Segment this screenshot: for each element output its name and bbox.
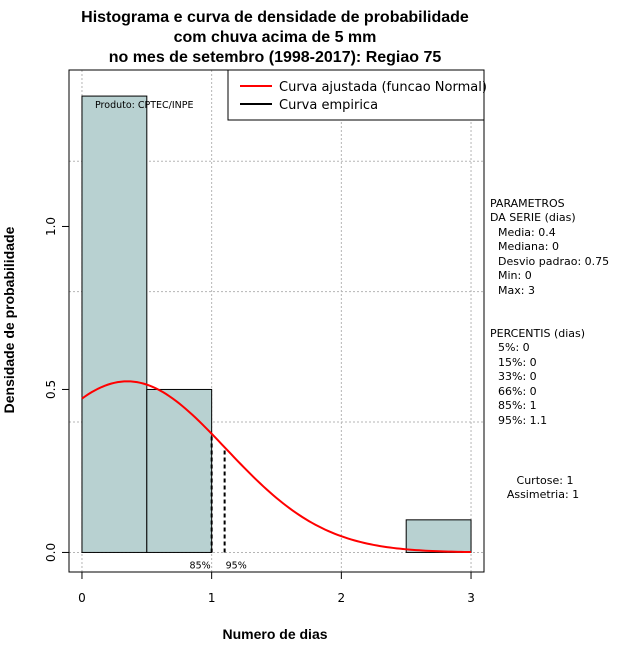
percentil-5: 5%: 0 <box>498 341 530 354</box>
y-tick-label-2: 1.0 <box>44 217 58 236</box>
percentil-33: 33%: 0 <box>498 370 537 383</box>
side-panel: PARAMETROS DA SERIE (dias) Media: 0.4 Me… <box>490 197 609 501</box>
legend: Curva ajustada (funcao Normal) Curva emp… <box>227 69 487 121</box>
x-tick-label-2: 2 <box>338 591 346 605</box>
param-media: Media: 0.4 <box>498 226 556 239</box>
chart-title-line-1: Histograma e curva de densidade de proba… <box>81 9 469 26</box>
histogram-bar-0 <box>81 95 148 553</box>
histogram-bar-5 <box>405 519 472 553</box>
percentile-label-0: 85% <box>190 560 211 571</box>
percentile-label-1: 95% <box>226 560 247 571</box>
params-title-line-1: PARAMETROS <box>490 197 565 210</box>
y-tick-label-0: 0.0 <box>44 543 58 562</box>
legend-label-fitted: Curva ajustada (funcao Normal) <box>279 80 487 95</box>
histogram-bars <box>81 95 472 553</box>
x-tick-label-3: 3 <box>467 591 475 605</box>
product-annotation: Produto: CPTEC/INPE <box>95 100 194 111</box>
assimetria-value: Assimetria: 1 <box>507 488 579 501</box>
x-tick-label-0: 0 <box>78 591 86 605</box>
percentil-85: 85%: 1 <box>498 399 537 412</box>
percentil-95: 95%: 1.1 <box>498 414 547 427</box>
percentil-66: 66%: 0 <box>498 385 537 398</box>
y-tick-label-1: 0.5 <box>44 380 58 399</box>
y-axis-label: Densidade de probabilidade <box>1 226 17 413</box>
legend-label-empirical: Curva empirica <box>279 98 378 113</box>
histogram-bar-1 <box>146 388 213 553</box>
param-min: Min: 0 <box>498 269 532 282</box>
percentis-title: PERCENTIS (dias) <box>490 327 585 340</box>
x-tick-label-1: 1 <box>208 591 216 605</box>
param-max: Max: 3 <box>498 284 535 297</box>
param-desvio: Desvio padrao: 0.75 <box>498 255 609 268</box>
fitted-normal-curve <box>81 380 472 554</box>
x-axis-ticks: 0 1 2 3 <box>78 572 475 605</box>
params-title-line-2: DA SERIE (dias) <box>490 211 576 224</box>
legend-box <box>227 69 485 121</box>
curtose-value: Curtose: 1 <box>517 474 574 487</box>
fitted-curve-layer <box>81 380 472 554</box>
chart-title-line-2: com chuva acima de 5 mm <box>174 29 377 46</box>
y-axis-ticks: 0.0 0.5 1.0 <box>44 217 69 562</box>
percentil-15: 15%: 0 <box>498 356 537 369</box>
x-axis-label: Numero de dias <box>222 626 327 642</box>
percentile-lines: 85% 95% <box>190 433 247 571</box>
param-mediana: Mediana: 0 <box>498 240 559 253</box>
chart-title-line-3: no mes de setembro (1998-2017): Regiao 7… <box>109 49 442 66</box>
